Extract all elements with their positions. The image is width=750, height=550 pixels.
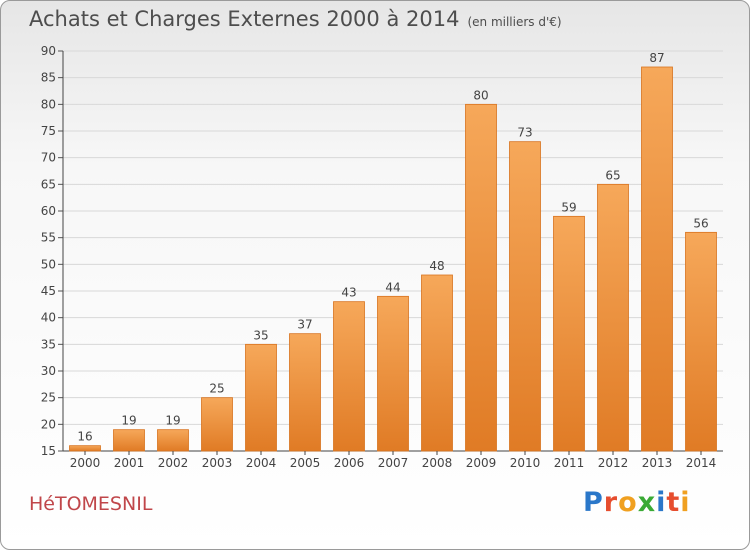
logo-letter: t	[666, 487, 681, 518]
logo-letter: i	[680, 487, 691, 518]
data-label-2002: 19	[165, 414, 180, 428]
y-tick-label: 75	[41, 124, 56, 138]
proxiti-logo[interactable]: Proxiti	[583, 487, 691, 518]
x-tick-label-2004: 2004	[246, 456, 277, 470]
bar-2011	[553, 215, 585, 452]
x-tick-label-2005: 2005	[290, 456, 321, 470]
bar-2006	[333, 301, 365, 452]
y-tick-label: 55	[41, 231, 56, 245]
x-tick-label-2000: 2000	[70, 456, 101, 470]
x-tick-label-2008: 2008	[422, 456, 453, 470]
y-tick-label: 50	[41, 257, 56, 271]
chart-title-main: Achats et Charges Externes 2000 à 2014	[29, 7, 460, 31]
y-tick-label: 25	[41, 391, 56, 405]
x-tick-label-2003: 2003	[202, 456, 233, 470]
commune-name: HéTOMESNIL	[29, 493, 153, 515]
data-label-2013: 87	[649, 51, 664, 65]
logo-letter: o	[618, 487, 638, 518]
x-tick-label-2009: 2009	[466, 456, 497, 470]
y-tick-label: 40	[41, 311, 56, 325]
x-tick-label-2001: 2001	[114, 456, 145, 470]
data-label-2009: 80	[473, 88, 488, 102]
x-tick-label-2013: 2013	[642, 456, 673, 470]
data-label-2006: 43	[341, 286, 356, 300]
data-label-2007: 44	[385, 280, 400, 294]
data-label-2011: 59	[561, 200, 576, 214]
data-label-2000: 16	[77, 430, 92, 444]
bar-2005	[289, 333, 321, 452]
bar-2001	[113, 429, 145, 452]
x-tick-label-2002: 2002	[158, 456, 189, 470]
x-tick-label-2012: 2012	[598, 456, 629, 470]
logo-letter: P	[583, 487, 604, 518]
data-label-2005: 37	[297, 318, 312, 332]
bar-2000	[69, 445, 101, 452]
bar-2004	[245, 343, 277, 452]
data-label-2001: 19	[121, 414, 136, 428]
x-tick-label-2010: 2010	[510, 456, 541, 470]
chart-title-unit: (en milliers d'€)	[467, 15, 562, 29]
y-tick-label: 65	[41, 177, 56, 191]
y-tick-label: 90	[41, 44, 56, 58]
y-tick-label: 30	[41, 364, 56, 378]
data-label-2010: 73	[517, 126, 532, 140]
bar-2013	[641, 66, 673, 452]
bar-2010	[509, 141, 541, 452]
y-tick-label: 15	[41, 444, 56, 458]
data-label-2014: 56	[693, 216, 708, 230]
bar-2002	[157, 429, 189, 452]
y-tick-label: 45	[41, 284, 56, 298]
data-label-2008: 48	[429, 259, 444, 273]
y-tick-label: 80	[41, 97, 56, 111]
y-tick-label: 70	[41, 151, 56, 165]
data-label-2003: 25	[209, 382, 224, 396]
x-tick-label-2011: 2011	[554, 456, 585, 470]
data-label-2004: 35	[253, 328, 268, 342]
y-tick-label: 85	[41, 71, 56, 85]
bar-2009	[465, 103, 497, 452]
bar-2007	[377, 295, 409, 452]
bar-2014	[685, 231, 717, 452]
bar-2008	[421, 274, 453, 452]
x-tick-label-2007: 2007	[378, 456, 409, 470]
bar-2003	[201, 397, 233, 452]
chart-title: Achats et Charges Externes 2000 à 2014 (e…	[29, 7, 562, 31]
logo-letter: r	[603, 487, 619, 518]
logo-letter: i	[656, 487, 667, 518]
logo-letter: x	[637, 487, 657, 518]
bar-2012	[597, 183, 629, 452]
y-tick-label: 60	[41, 204, 56, 218]
x-tick-label-2014: 2014	[686, 456, 717, 470]
y-tick-label: 20	[41, 417, 56, 431]
y-tick-label: 35	[41, 337, 56, 351]
data-label-2012: 65	[605, 168, 620, 182]
x-tick-label-2006: 2006	[334, 456, 365, 470]
